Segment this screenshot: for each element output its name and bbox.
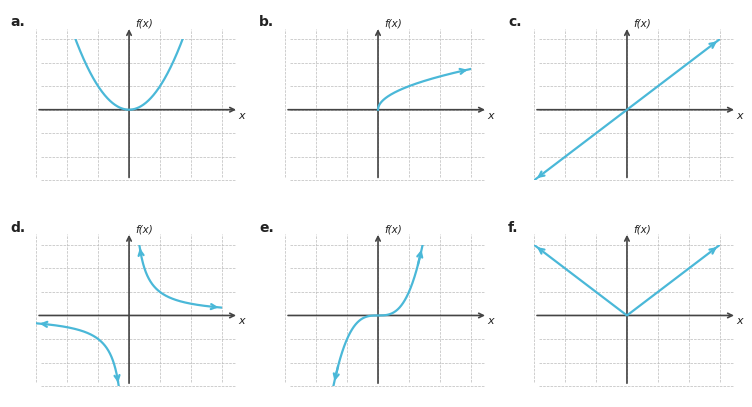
Text: f(x): f(x) [135,19,153,29]
Text: e.: e. [259,221,274,235]
Text: f(x): f(x) [384,19,402,29]
Text: x: x [238,316,245,326]
Text: f.: f. [508,221,518,235]
Text: f(x): f(x) [633,225,651,235]
Text: x: x [736,316,743,326]
Text: x: x [736,111,743,120]
Text: c.: c. [508,15,521,29]
Text: d.: d. [10,221,25,235]
Text: f(x): f(x) [135,225,153,235]
Text: f(x): f(x) [384,225,402,235]
Text: x: x [487,316,494,326]
Text: x: x [487,111,494,120]
Text: a.: a. [10,15,25,29]
Text: x: x [238,111,245,120]
Text: f(x): f(x) [633,19,651,29]
Text: b.: b. [259,15,274,29]
